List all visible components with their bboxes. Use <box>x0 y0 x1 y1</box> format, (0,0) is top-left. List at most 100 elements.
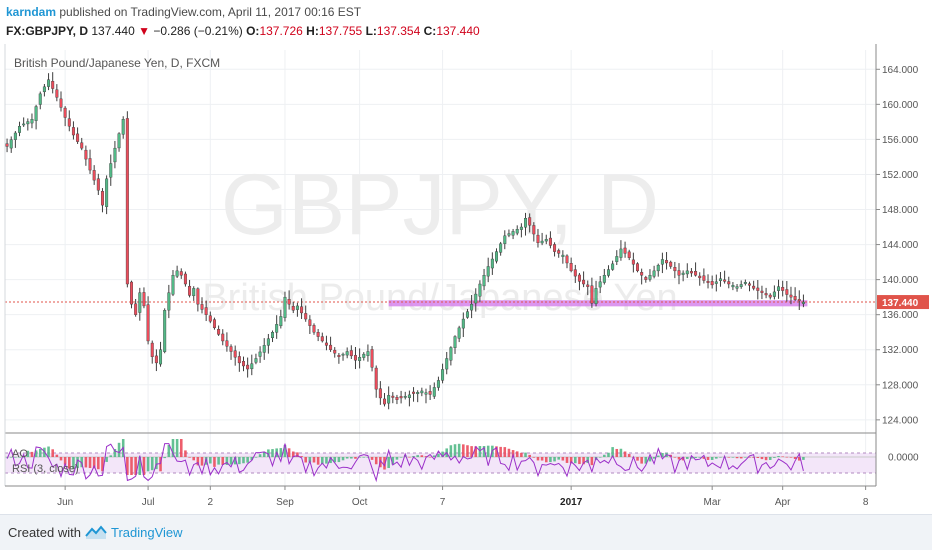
candle-body <box>718 278 722 281</box>
price-axis[interactable]: 164.000 160.000 156.000 152.000 148.000 144.0… <box>876 65 929 464</box>
candle <box>416 390 420 403</box>
candle-body <box>208 315 212 322</box>
watermark-name: British Pound/Japanese Yen <box>202 277 677 319</box>
candle <box>573 264 577 283</box>
ao-bar <box>38 448 42 457</box>
ao-bar <box>308 457 312 463</box>
candle-body <box>113 147 117 163</box>
candle-body <box>80 142 84 149</box>
ao-bar <box>238 457 241 465</box>
candle <box>768 293 772 300</box>
candle-body <box>378 388 382 399</box>
candle <box>275 315 279 339</box>
candle-body <box>702 275 706 281</box>
candle <box>474 288 478 312</box>
ao-bar <box>30 451 34 457</box>
ao-bar <box>72 457 75 469</box>
candle <box>772 285 776 300</box>
candle <box>212 317 216 330</box>
candle <box>656 263 660 277</box>
ao-bar <box>715 457 718 459</box>
candle <box>279 309 283 329</box>
candle-body <box>540 240 544 244</box>
candle-body <box>772 291 776 297</box>
ao-bar <box>167 444 171 457</box>
candle <box>511 228 515 240</box>
candle <box>159 341 163 367</box>
candle <box>524 212 528 236</box>
ao-bar <box>383 457 386 470</box>
candle <box>706 274 710 289</box>
x-tick-label: Sep <box>276 497 294 508</box>
y-tick-label: 128.000 <box>882 380 919 391</box>
ao-bar <box>105 457 108 462</box>
candle-body <box>26 121 30 125</box>
ao-bar <box>495 446 498 457</box>
candle-body <box>134 303 138 315</box>
candle <box>557 248 561 258</box>
support-zone[interactable] <box>388 300 808 307</box>
candle <box>175 265 179 279</box>
candle <box>677 263 681 285</box>
candle-body <box>615 256 619 262</box>
candle-body <box>383 398 386 405</box>
time-axis[interactable]: Jun Jul 2 Sep Oct 7 2017 Mar Apr 8 <box>57 486 869 508</box>
candle-body <box>478 283 482 297</box>
ao-bar <box>416 455 419 457</box>
candle-body <box>544 239 548 242</box>
ao-bar <box>92 457 96 469</box>
x-tick-label: 2017 <box>560 497 583 508</box>
candle <box>739 280 743 289</box>
ao-bar <box>640 457 643 464</box>
ao-bar <box>146 457 150 472</box>
ao-bar <box>14 457 17 458</box>
ao-bar <box>499 446 502 457</box>
candle-body <box>38 93 42 105</box>
candle-body <box>271 332 275 339</box>
tradingview-brand-link[interactable]: TradingView <box>111 525 183 540</box>
candle <box>490 252 494 275</box>
candle-body <box>217 329 221 335</box>
candle <box>781 280 785 297</box>
candle-body <box>561 254 565 257</box>
candle-body <box>275 324 279 333</box>
ao-bar <box>727 457 731 458</box>
candle-body <box>785 289 789 295</box>
candle <box>254 353 258 365</box>
y-tick-label: 164.000 <box>882 65 919 76</box>
created-with-text: Created with <box>8 525 81 540</box>
candle <box>47 73 51 91</box>
ao-bar <box>652 457 656 459</box>
candle-body <box>374 367 378 390</box>
ao-bar <box>424 456 428 457</box>
ao-bar <box>179 439 183 457</box>
ao-bar <box>337 457 341 463</box>
candle <box>436 376 440 391</box>
ao-zero-label: 0.0000 <box>888 453 919 464</box>
candle-body <box>465 311 469 318</box>
candle <box>752 280 756 291</box>
candle <box>30 113 34 129</box>
ao-bar <box>636 457 639 461</box>
candle <box>748 281 751 292</box>
candle-body <box>59 98 63 108</box>
ao-bar <box>781 456 784 458</box>
candle <box>544 234 548 245</box>
candle-body <box>34 106 38 121</box>
candle <box>105 175 109 215</box>
candle <box>702 268 706 284</box>
candle <box>113 140 117 169</box>
candle-body <box>482 275 486 287</box>
candle <box>18 121 22 137</box>
last-price-tag <box>877 295 929 310</box>
tradingview-logo-icon[interactable] <box>84 524 108 542</box>
candle <box>785 281 789 302</box>
chart-area[interactable]: GBPJPY, D British Pound/Japanese Yen 164… <box>0 44 932 514</box>
candle-body <box>200 304 204 310</box>
candle <box>461 312 465 338</box>
author-link[interactable]: karndam <box>6 5 57 19</box>
candle-body <box>640 272 644 276</box>
ao-bar <box>420 455 424 457</box>
ao-bar <box>673 457 677 458</box>
ao-bar <box>217 457 220 465</box>
